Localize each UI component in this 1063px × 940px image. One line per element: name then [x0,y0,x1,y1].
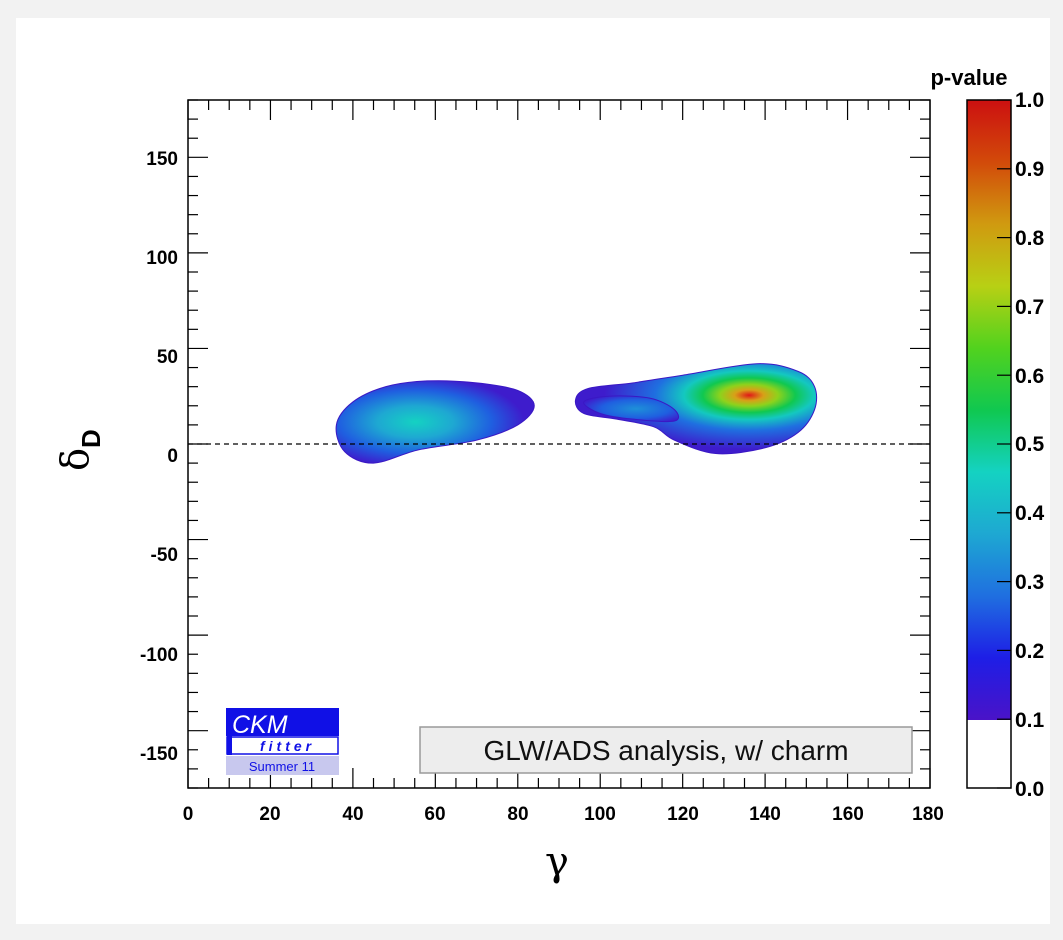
colorbar-tick-label: 0.6 [1015,365,1044,388]
colorbar-gradient [967,100,1011,720]
x-tick-label: 180 [912,804,944,825]
pvalue-region [574,363,818,455]
y-tick-labels: -150 -100 -50 0 50 100 150 [140,149,178,765]
ckmfitter-logo: CKM fitter Summer 11 [226,708,339,775]
y-axis-title-main: δ [53,448,97,471]
x-tick-label: 60 [424,804,445,825]
x-tick-label: 120 [667,804,699,825]
y-tick-label: 50 [157,347,178,368]
x-tick-label: 20 [259,804,280,825]
pvalue-region [335,380,535,464]
x-tick-label: 160 [832,804,864,825]
annotation-box: GLW/ADS analysis, w/ charm [419,726,913,774]
x-axis-title: γ [545,839,569,885]
logo-ckm-text: CKM [232,711,288,739]
y-axis-title: δD [53,429,106,471]
svg-text:δD: δD [53,429,106,471]
colorbar-tick-label: 0.2 [1015,640,1044,663]
y-tick-label: -50 [151,545,178,566]
annotation-text: GLW/ADS analysis, w/ charm [483,735,848,766]
colorbar-tick-label: 0.7 [1015,296,1044,319]
y-axis-title-subscript: D [76,429,106,448]
x-tick-label: 80 [507,804,528,825]
colorbar-tick-label: 0.8 [1015,227,1045,250]
colorbar-ticks [997,99,1011,789]
colorbar-tick-label: 1.0 [1015,89,1044,112]
y-tick-label: 150 [146,149,178,170]
y-tick-label: 100 [146,248,178,269]
colorbar-tick-label: 0.4 [1015,502,1045,525]
colorbar: p-value 0.0 0.1 0.2 0.3 0.4 0.5 0.6 0.7 … [930,65,1044,801]
colorbar-tick-label: 0.0 [1015,778,1044,801]
y-tick-label: 0 [167,446,178,467]
colorbar-tick-label: 0.5 [1015,433,1045,456]
y-tick-label: -100 [140,645,178,666]
x-tick-label: 40 [342,804,363,825]
x-tick-label: 100 [584,804,616,825]
colorbar-title: p-value [930,65,1007,90]
logo-summer-text: Summer 11 [249,759,315,774]
y-tick-label: -150 [140,744,178,765]
pvalue-region [583,395,680,423]
colorbar-tick-label: 0.3 [1015,571,1044,594]
pvalue-regions [335,363,818,464]
x-tick-label: 0 [183,804,194,825]
logo-fitter-text: fitter [260,738,315,754]
colorbar-white-band [967,720,1011,788]
axis-ticks [187,99,931,789]
colorbar-tick-label: 0.9 [1015,158,1044,181]
colorbar-tick-label: 0.1 [1015,709,1045,732]
x-tick-label: 140 [749,804,781,825]
x-tick-labels: 0 20 40 60 80 100 120 140 160 180 [183,804,944,825]
